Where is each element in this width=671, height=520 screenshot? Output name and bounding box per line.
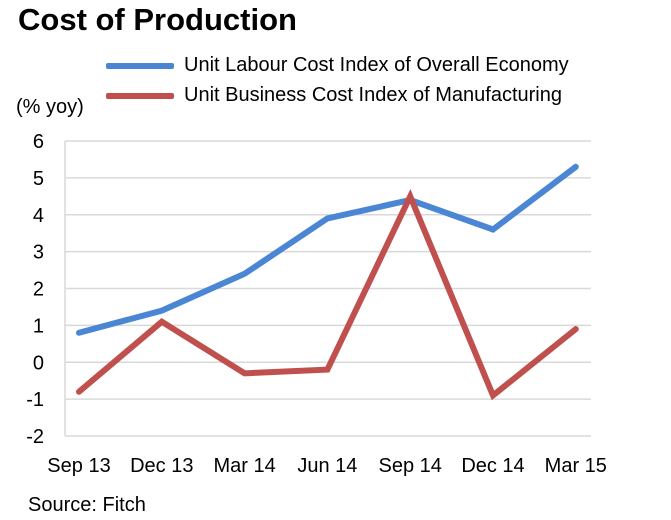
legend-swatch xyxy=(106,62,174,69)
legend-label: Unit Business Cost Index of Manufacturin… xyxy=(184,84,562,106)
y-tick-label: -1 xyxy=(26,389,44,411)
x-tick-label: Sep 13 xyxy=(47,455,110,477)
y-tick-label: 0 xyxy=(33,352,44,374)
y-tick-label: 4 xyxy=(33,205,44,227)
legend-swatch xyxy=(106,92,174,99)
x-tick-label: Mar 14 xyxy=(213,455,275,477)
y-tick-label: 1 xyxy=(33,315,44,337)
source-note: Source: Fitch xyxy=(28,494,146,516)
y-tick-label: -2 xyxy=(26,426,44,448)
legend-item-labour: Unit Labour Cost Index of Overall Econom… xyxy=(106,54,569,77)
chart-title: Cost of Production xyxy=(18,2,297,37)
x-tick-label: Dec 13 xyxy=(130,455,193,477)
y-tick-label: 6 xyxy=(33,131,44,153)
y-axis-label: (% yoy) xyxy=(16,96,84,118)
x-tick-label: Dec 14 xyxy=(461,455,524,477)
legend-label: Unit Labour Cost Index of Overall Econom… xyxy=(184,54,569,76)
y-tick-label: 3 xyxy=(33,242,44,264)
x-tick-label: Jun 14 xyxy=(297,455,357,477)
series-line-0 xyxy=(76,163,579,336)
y-tick-label: 5 xyxy=(33,168,44,190)
y-tick-label: 2 xyxy=(33,279,44,301)
x-tick-label: Sep 14 xyxy=(379,455,442,477)
legend-item-business: Unit Business Cost Index of Manufacturin… xyxy=(106,84,562,107)
x-tick-label: Mar 15 xyxy=(545,455,607,477)
